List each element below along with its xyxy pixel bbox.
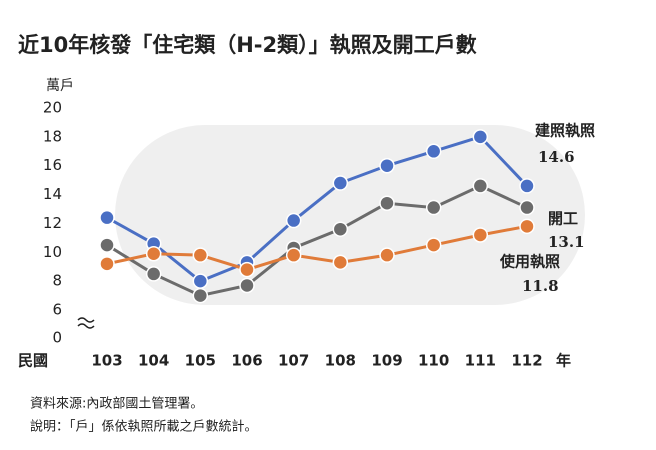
point [425, 199, 442, 216]
y-tick-label: 0 [52, 329, 62, 347]
point [332, 175, 349, 191]
note: 說明：「戶」係依執照所載之戶數統計。 [30, 419, 258, 435]
point [472, 178, 489, 194]
value-label: 14.6 [538, 148, 575, 166]
y-tick-label: 6 [52, 301, 62, 319]
point [192, 287, 209, 304]
y-tick-label: 18 [43, 127, 62, 145]
point [379, 157, 395, 174]
point [145, 266, 162, 282]
x-tick-label: 108 [325, 352, 356, 370]
point [99, 209, 115, 226]
x-axis-label: 民國 [18, 352, 48, 370]
legend-label: 建照執照 [535, 122, 595, 140]
point [519, 178, 535, 194]
y-tick-label: 12 [43, 214, 62, 232]
x-tick-label: 105 [185, 352, 216, 370]
point [425, 237, 442, 253]
point [239, 261, 255, 278]
series-line [106, 184, 528, 298]
point [379, 247, 395, 263]
point [192, 273, 209, 289]
value-label: 11.8 [522, 277, 559, 295]
point [99, 256, 115, 272]
point [332, 221, 349, 237]
point [285, 247, 302, 263]
point [519, 199, 535, 216]
series-line [106, 224, 528, 272]
x-axis-label: 年 [556, 352, 571, 370]
legend-label: 開工 [548, 210, 578, 228]
x-tick-label: 109 [371, 352, 402, 370]
x-tick-label: 110 [418, 352, 449, 370]
legend-label: 使用執照 [499, 253, 560, 271]
axis-break [77, 317, 95, 329]
point [332, 254, 349, 271]
point [192, 247, 209, 263]
value-label: 13.1 [548, 233, 585, 251]
y-tick-label: 8 [52, 272, 62, 290]
y-tick-label: 20 [43, 99, 62, 117]
x-tick-label: 111 [465, 352, 496, 370]
point [472, 129, 489, 145]
point [99, 237, 115, 253]
series-line [106, 135, 529, 283]
y-tick-label: 14 [43, 185, 62, 203]
x-tick-label: 104 [138, 352, 169, 370]
y-tick-label: 16 [43, 156, 62, 174]
y-tick-label: 10 [43, 243, 62, 261]
x-tick-label: 112 [511, 352, 542, 370]
point [519, 218, 535, 235]
x-tick-label: 107 [278, 352, 309, 370]
point [379, 195, 395, 211]
point [285, 212, 302, 229]
point [472, 227, 489, 243]
note: 資料來源:內政部國土管理署。 [30, 397, 203, 412]
x-tick-label: 106 [231, 352, 262, 370]
point [425, 143, 442, 160]
point [239, 277, 255, 294]
point [145, 245, 162, 262]
background-shape [115, 125, 585, 305]
chart-title: 近10年核發「住宅類（H-2類）」執照及開工戶數 [18, 33, 477, 57]
y-axis-label: 萬戶 [46, 78, 74, 94]
x-tick-label: 103 [91, 352, 122, 370]
